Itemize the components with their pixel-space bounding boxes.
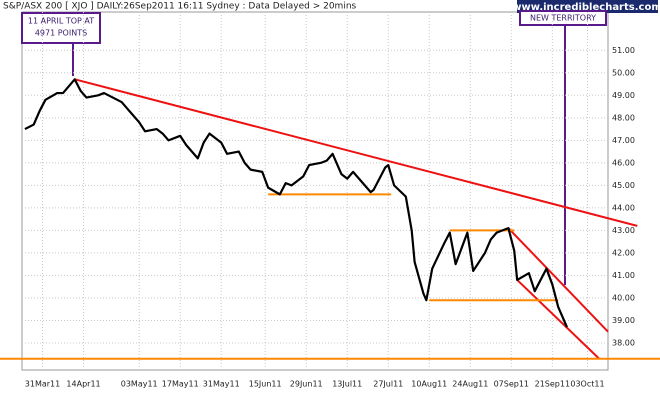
annotation-text: 4971 POINTS [35, 29, 87, 38]
price-line [24, 78, 568, 328]
brand: www.incrediblecharts.com [512, 2, 660, 13]
y-tick-label: 45.00 [612, 181, 635, 190]
plot-frame [21, 11, 609, 371]
x-tick-label: 03May11 [121, 380, 158, 389]
y-tick-label: 39.00 [612, 316, 635, 325]
annotation-text: NEW TERRITORY [530, 14, 596, 23]
y-tick-label: 42.00 [612, 248, 635, 257]
chart-title: S&P/ASX 200 [ XJO ] DAILY:26Sep2011 16:1… [3, 2, 357, 12]
y-tick-label: 44.00 [612, 203, 635, 212]
x-tick-label: 10Aug11 [411, 380, 447, 389]
trend-line [74, 78, 638, 227]
y-tick-label: 48.00 [612, 113, 635, 122]
annotation-box [21, 12, 101, 44]
trend-line [516, 279, 600, 360]
y-tick-label: 50.00 [612, 68, 635, 77]
y-tick-label: 40.00 [612, 293, 635, 302]
x-tick-label: 03Oct11 [570, 380, 604, 389]
y-tick-label: 43.00 [612, 226, 635, 235]
x-tick-label: 31May11 [203, 380, 240, 389]
annotation-text: 11 APRIL TOP AT [28, 17, 94, 26]
x-tick-label: 15Jun11 [249, 380, 282, 389]
x-tick-label: 14Apr11 [66, 380, 100, 389]
annotation-box [519, 10, 607, 26]
y-tick-label: 41.00 [612, 271, 635, 280]
x-tick-label: 31Mar11 [25, 380, 60, 389]
y-tick-label: 47.00 [612, 136, 635, 145]
x-tick-label: 27Jul11 [373, 380, 403, 389]
y-tick-label: 38.00 [612, 338, 635, 347]
x-tick-label: 07Sep11 [494, 380, 529, 389]
x-tick-label: 17May11 [162, 380, 199, 389]
y-tick-label: 49.00 [612, 91, 635, 100]
x-tick-label: 21Sep11 [535, 380, 570, 389]
y-tick-label: 51.00 [612, 46, 635, 55]
x-tick-label: 13Jul11 [332, 380, 362, 389]
x-tick-label: 29Jun11 [290, 380, 323, 389]
x-tick-label: 24Aug11 [452, 380, 488, 389]
brand-box [517, 0, 658, 13]
trend-line [507, 227, 609, 333]
y-tick-label: 46.00 [612, 158, 635, 167]
